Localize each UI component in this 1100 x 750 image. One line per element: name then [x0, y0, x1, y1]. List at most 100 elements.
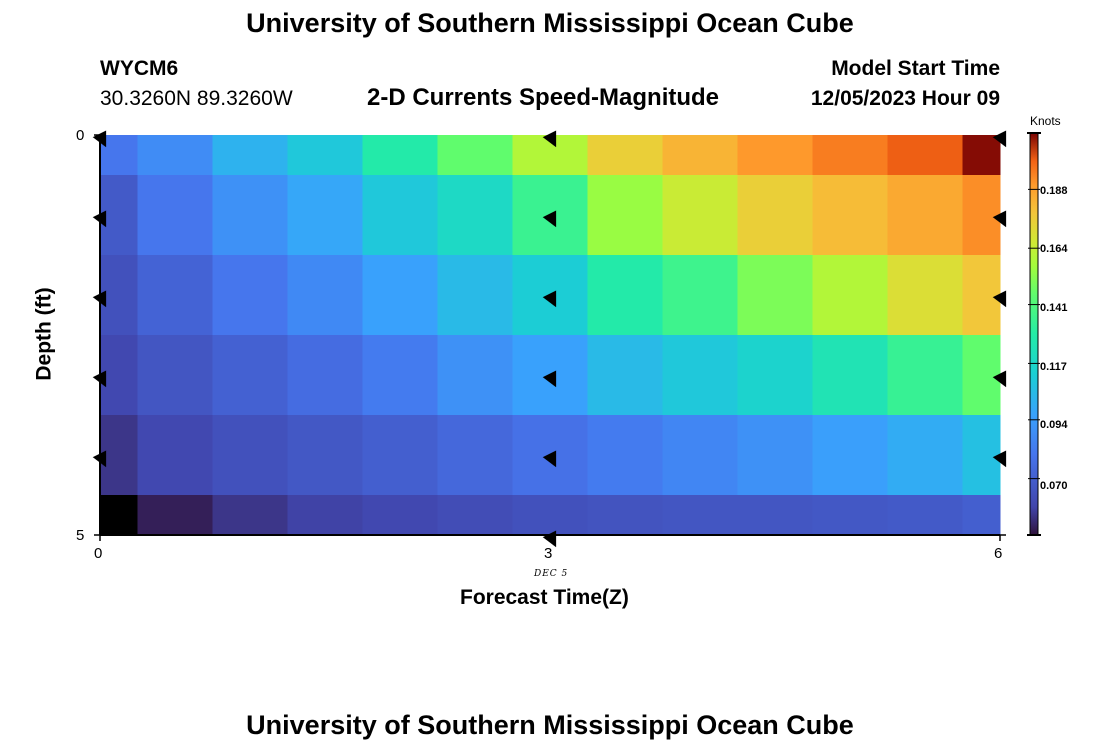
current-vector-arrow [992, 370, 1007, 388]
heatmap-cell [362, 135, 438, 176]
current-vector-arrow [542, 130, 557, 148]
colorbar-tick-label-0: 0.070 [1040, 480, 1068, 492]
current-vector-arrow [542, 450, 557, 468]
heatmap-cell [737, 255, 813, 336]
heatmap-cell [962, 175, 1001, 256]
heatmap-cell [137, 255, 213, 336]
current-vector-arrow [542, 210, 557, 228]
heatmap-cell [737, 495, 813, 536]
model-start-value: 12/05/2023 Hour 09 [810, 87, 1000, 110]
heatmap-cell [362, 415, 438, 496]
heatmap-cell [100, 135, 138, 176]
heatmap-cell [887, 415, 963, 496]
heatmap-cell [100, 175, 138, 256]
colorbar-label: Knots [1030, 114, 1061, 128]
current-vector-arrow [992, 450, 1007, 468]
heatmap-cell [587, 175, 663, 256]
y-tick-label-0: 0 [76, 127, 85, 144]
heatmap-cell [212, 255, 288, 336]
heatmap-cell [212, 415, 288, 496]
heatmap-cell [100, 495, 138, 536]
heatmap-cell [812, 255, 888, 336]
current-vector-arrow [542, 530, 557, 548]
heatmap-cell [962, 255, 1001, 336]
heatmap-cell [812, 175, 888, 256]
heatmap-cell [287, 255, 363, 336]
heatmap-cell [662, 175, 738, 256]
heatmap-cell [362, 175, 438, 256]
heatmap-cell [287, 495, 363, 536]
colorbar-tick-label-1: 0.094 [1040, 419, 1068, 431]
heatmap-cell [287, 135, 363, 176]
heatmap-cell [587, 415, 663, 496]
heatmap-cell [737, 335, 813, 416]
heatmap-cell [887, 255, 963, 336]
heatmap-cell [662, 135, 738, 176]
heatmap-cell [362, 335, 438, 416]
heatmap-cell [212, 175, 288, 256]
x-tick-label-2: 6 [994, 545, 1003, 562]
heatmap-cell [212, 335, 288, 416]
heatmap-cell [737, 415, 813, 496]
heatmap-cell [962, 495, 1001, 536]
heatmap-cell [100, 255, 138, 336]
plot-subtitle: 2-D Currents Speed-Magnitude [367, 84, 720, 111]
heatmap-cell [662, 335, 738, 416]
x-axis-label: Forecast Time(Z) [460, 586, 629, 609]
heatmap-cell [662, 495, 738, 536]
heatmap-cell [362, 255, 438, 336]
heatmap-cell [437, 175, 513, 256]
footer-title: University of Southern Mississippi Ocean… [246, 710, 854, 740]
heatmap-cell [887, 335, 963, 416]
heatmap-cell [212, 135, 288, 176]
heatmap-cell [812, 135, 888, 176]
colorbar-tick-label-5: 0.188 [1040, 185, 1068, 197]
heatmap-cell [437, 335, 513, 416]
model-start-label: Model Start Time [831, 57, 1000, 80]
heatmap-cell [512, 495, 588, 536]
heatmap-cell [137, 175, 213, 256]
current-vector-arrow [542, 290, 557, 308]
current-vector-arrow [542, 370, 557, 388]
heatmap-cell [962, 415, 1001, 496]
station-id: WYCM6 [100, 57, 179, 80]
heatmap-cell [287, 175, 363, 256]
heatmap-cell [587, 495, 663, 536]
heatmap-cell [100, 335, 138, 416]
colorbar-tick-label-2: 0.117 [1040, 361, 1067, 373]
heatmap-cell [662, 255, 738, 336]
heatmap-cell [587, 255, 663, 336]
heatmap-cell [437, 415, 513, 496]
heatmap-cell [587, 335, 663, 416]
heatmap-cell [512, 135, 588, 176]
heatmap-cell [287, 415, 363, 496]
page-title: University of Southern Mississippi Ocean… [246, 8, 854, 38]
heatmap-cell [362, 495, 438, 536]
colorbar-tick-label-3: 0.141 [1040, 302, 1068, 314]
heatmap-cell [662, 415, 738, 496]
heatmap-cell [737, 175, 813, 256]
x-tick-label-1: 3 [544, 545, 553, 562]
heatmap-cell [962, 335, 1001, 416]
heatmap-cell [212, 495, 288, 536]
heatmap-cell [887, 135, 963, 176]
y-tick-label-1: 5 [76, 527, 85, 544]
heatmap-cell [812, 415, 888, 496]
heatmap-cell [137, 135, 213, 176]
heatmap-cell [587, 135, 663, 176]
heatmap-cell [100, 415, 138, 496]
current-vector-arrow [992, 130, 1007, 148]
heatmap-cell [137, 335, 213, 416]
heatmap-cell [137, 495, 213, 536]
heatmap-cell [287, 335, 363, 416]
heatmap-cell [887, 175, 963, 256]
current-vector-arrow [992, 210, 1007, 228]
heatmap-cell [737, 135, 813, 176]
x-tick-label-0: 0 [94, 545, 103, 562]
colorbar [1029, 132, 1039, 536]
heatmap-cell [437, 135, 513, 176]
station-coordinates: 30.3260N 89.3260W [100, 87, 293, 110]
heatmap-cell [437, 495, 513, 536]
heatmap-cell [812, 495, 888, 536]
